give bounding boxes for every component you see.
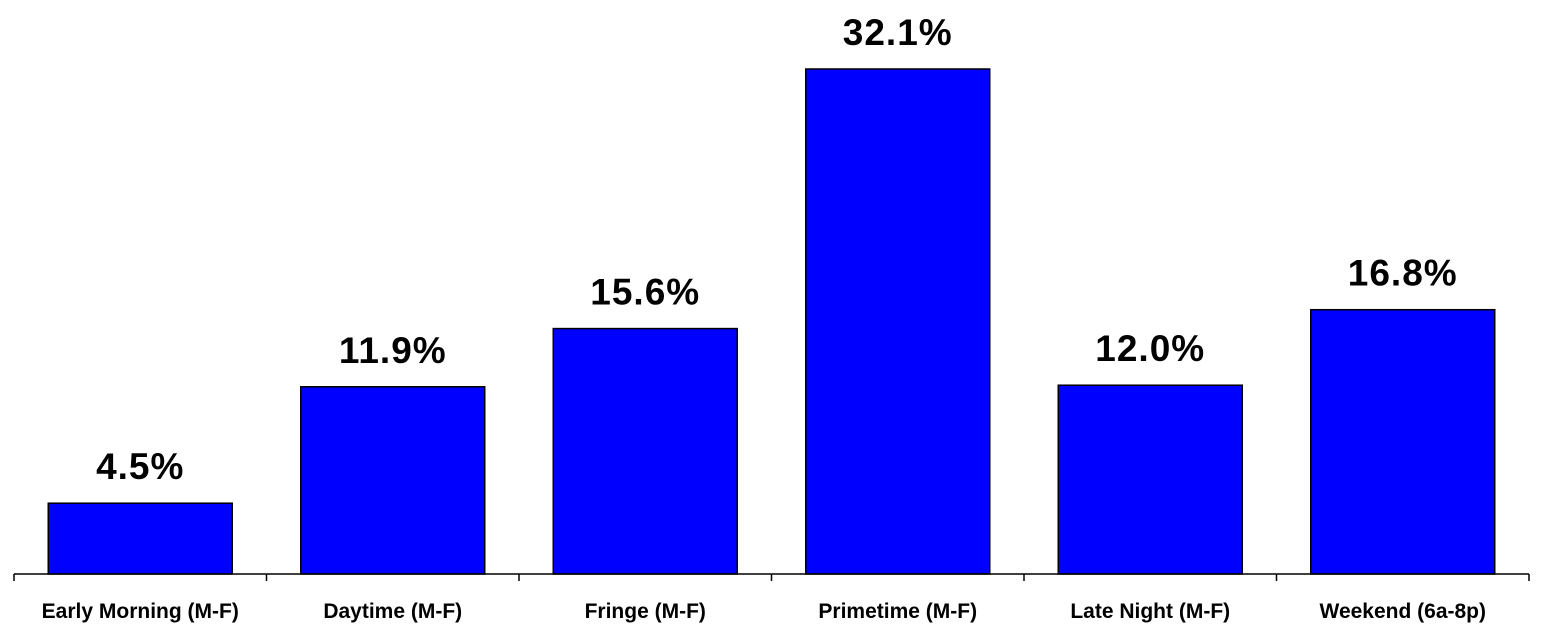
bars-layer: [47, 68, 1496, 575]
x-tick-label-weekend-6a-8p: Weekend (6a-8p): [1320, 600, 1487, 623]
bar-fringe-m-f: [552, 327, 738, 575]
category-labels-layer: Early Morning (M-F) Daytime (M-F) Fringe (…: [42, 600, 1486, 623]
data-label-fringe-m-f: 15.6%: [590, 272, 700, 313]
data-label-primetime-m-f: 32.1%: [843, 12, 953, 53]
bar-early-morning-m-f: [47, 502, 233, 575]
data-label-early-morning-m-f: 4.5%: [96, 446, 184, 487]
x-axis-ticks: [13, 574, 1530, 581]
bar-primetime-m-f: [805, 68, 991, 575]
bar-weekend-6a-8p: [1310, 308, 1496, 575]
x-tick-label-fringe-m-f: Fringe (M-F): [585, 600, 706, 623]
data-label-weekend-6a-8p: 16.8%: [1348, 253, 1458, 294]
x-tick-label-daytime-m-f: Daytime (M-F): [323, 600, 462, 623]
data-label-daytime-m-f: 11.9%: [339, 330, 447, 371]
x-tick-label-early-morning-m-f: Early Morning (M-F): [42, 600, 239, 623]
bar-late-night-m-f: [1057, 384, 1243, 575]
data-label-late-night-m-f: 12.0%: [1095, 328, 1205, 369]
x-tick-label-late-night-m-f: Late Night (M-F): [1070, 600, 1230, 623]
value-labels-layer: 4.5% 11.9% 15.6% 32.1% 12.0% 16.8%: [96, 12, 1458, 487]
x-tick-label-primetime-m-f: Primetime (M-F): [818, 600, 977, 623]
bar-daytime-m-f: [300, 386, 486, 575]
